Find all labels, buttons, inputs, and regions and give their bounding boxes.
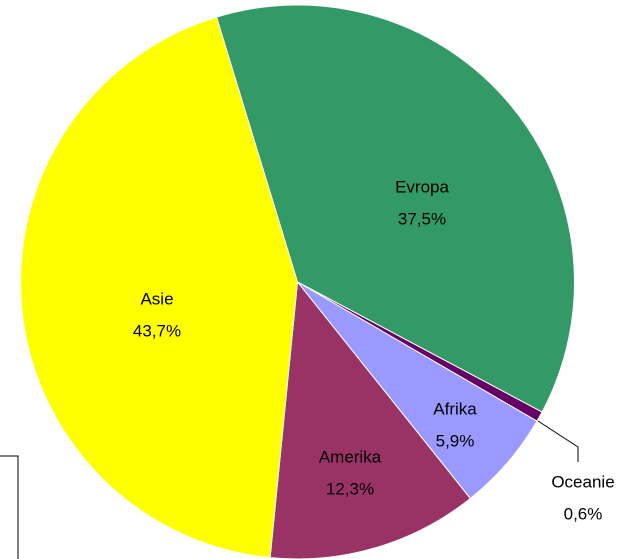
slice-value: 0,6% bbox=[564, 504, 603, 523]
pie bbox=[20, 4, 575, 559]
slice-label: Asie bbox=[140, 289, 173, 308]
slice-value: 12,3% bbox=[326, 479, 374, 498]
slice-label: Afrika bbox=[433, 399, 477, 418]
slice bbox=[215, 4, 575, 413]
slice-value: 43,7% bbox=[133, 321, 181, 340]
legend-box bbox=[0, 455, 19, 559]
slice-label: Oceanie bbox=[551, 472, 614, 491]
slice bbox=[20, 16, 299, 559]
slice-label: Evropa bbox=[395, 177, 449, 196]
slice-value: 5,9% bbox=[436, 431, 475, 450]
slice-label: Amerika bbox=[319, 447, 382, 466]
slice-value: 37,5% bbox=[398, 209, 446, 228]
leader-line bbox=[537, 420, 579, 462]
